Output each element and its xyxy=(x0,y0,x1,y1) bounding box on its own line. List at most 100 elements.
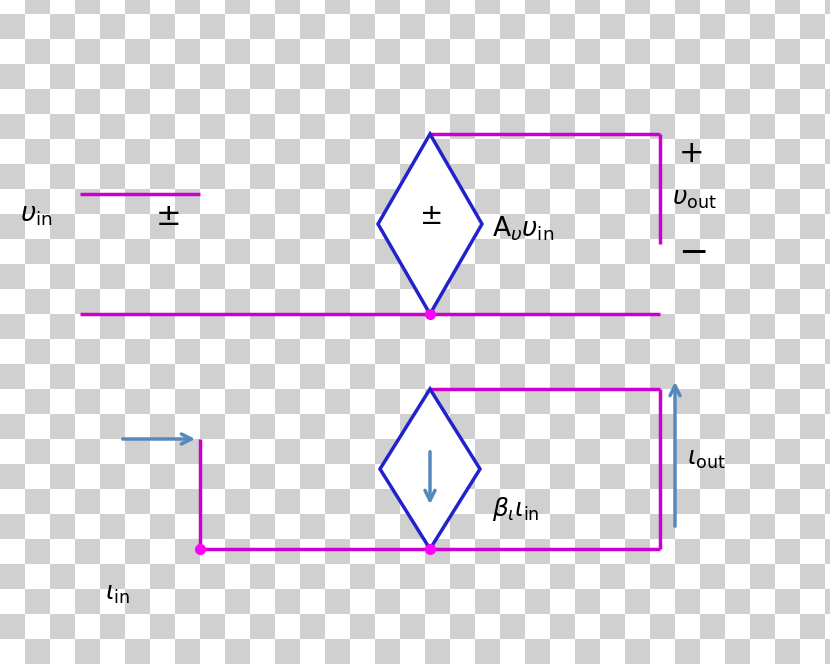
Bar xyxy=(325,39,350,64)
Bar xyxy=(550,414,575,439)
Bar xyxy=(100,114,125,139)
Bar xyxy=(400,239,425,264)
Bar xyxy=(350,214,375,239)
Bar xyxy=(675,339,700,364)
Bar xyxy=(0,14,25,39)
Bar xyxy=(400,39,425,64)
Bar xyxy=(450,264,475,289)
Bar xyxy=(775,614,800,639)
Bar xyxy=(475,139,500,164)
Bar xyxy=(50,614,75,639)
Bar xyxy=(800,564,825,589)
Bar xyxy=(300,539,325,564)
Bar xyxy=(700,589,725,614)
Bar xyxy=(550,439,575,464)
Bar xyxy=(400,639,425,664)
Bar xyxy=(675,264,700,289)
Bar xyxy=(150,639,175,664)
Bar xyxy=(400,114,425,139)
Bar xyxy=(800,164,825,189)
Bar xyxy=(525,289,550,314)
Bar xyxy=(50,164,75,189)
Bar xyxy=(0,264,25,289)
Bar xyxy=(125,0,150,14)
Bar xyxy=(175,464,200,489)
Bar xyxy=(575,339,600,364)
Bar xyxy=(400,564,425,589)
Bar xyxy=(75,339,100,364)
Bar xyxy=(300,389,325,414)
Bar xyxy=(550,389,575,414)
Bar xyxy=(125,414,150,439)
Bar xyxy=(700,414,725,439)
Bar xyxy=(550,489,575,514)
Bar xyxy=(275,214,300,239)
Bar xyxy=(175,389,200,414)
Bar xyxy=(175,0,200,14)
Bar xyxy=(175,589,200,614)
Bar xyxy=(275,164,300,189)
Bar xyxy=(275,89,300,114)
Bar xyxy=(675,0,700,14)
Bar xyxy=(550,164,575,189)
Bar xyxy=(125,589,150,614)
Bar xyxy=(250,639,275,664)
Bar xyxy=(550,114,575,139)
Bar xyxy=(350,164,375,189)
Bar xyxy=(800,614,825,639)
Bar xyxy=(25,264,50,289)
Bar xyxy=(475,614,500,639)
Bar xyxy=(50,139,75,164)
Bar xyxy=(375,414,400,439)
Bar xyxy=(775,114,800,139)
Bar xyxy=(525,0,550,14)
Bar xyxy=(75,314,100,339)
Bar xyxy=(350,464,375,489)
Bar xyxy=(150,0,175,14)
Bar xyxy=(125,464,150,489)
Bar xyxy=(650,214,675,239)
Bar xyxy=(675,639,700,664)
Bar xyxy=(450,339,475,364)
Bar xyxy=(325,539,350,564)
Bar xyxy=(800,89,825,114)
Bar xyxy=(275,39,300,64)
Bar xyxy=(25,14,50,39)
Bar xyxy=(175,364,200,389)
Bar xyxy=(500,589,525,614)
Bar xyxy=(250,389,275,414)
Bar xyxy=(375,139,400,164)
Bar xyxy=(250,164,275,189)
Bar xyxy=(300,514,325,539)
Bar xyxy=(100,14,125,39)
Bar xyxy=(650,389,675,414)
Bar xyxy=(350,514,375,539)
Bar xyxy=(350,239,375,264)
Bar xyxy=(775,14,800,39)
Bar xyxy=(575,289,600,314)
Bar xyxy=(750,39,775,64)
Bar xyxy=(75,164,100,189)
Bar xyxy=(650,414,675,439)
Bar xyxy=(25,539,50,564)
Bar xyxy=(375,39,400,64)
Bar xyxy=(625,89,650,114)
Bar xyxy=(450,39,475,64)
Bar xyxy=(650,189,675,214)
Bar xyxy=(600,64,625,89)
Bar xyxy=(400,264,425,289)
Bar xyxy=(50,464,75,489)
Bar xyxy=(250,439,275,464)
Bar xyxy=(0,514,25,539)
Bar xyxy=(400,614,425,639)
Bar xyxy=(775,414,800,439)
Bar xyxy=(250,514,275,539)
Bar xyxy=(500,614,525,639)
Bar xyxy=(225,314,250,339)
Bar xyxy=(425,489,450,514)
Bar xyxy=(675,114,700,139)
Bar xyxy=(775,639,800,664)
Bar xyxy=(775,289,800,314)
Bar xyxy=(700,14,725,39)
Bar xyxy=(700,564,725,589)
